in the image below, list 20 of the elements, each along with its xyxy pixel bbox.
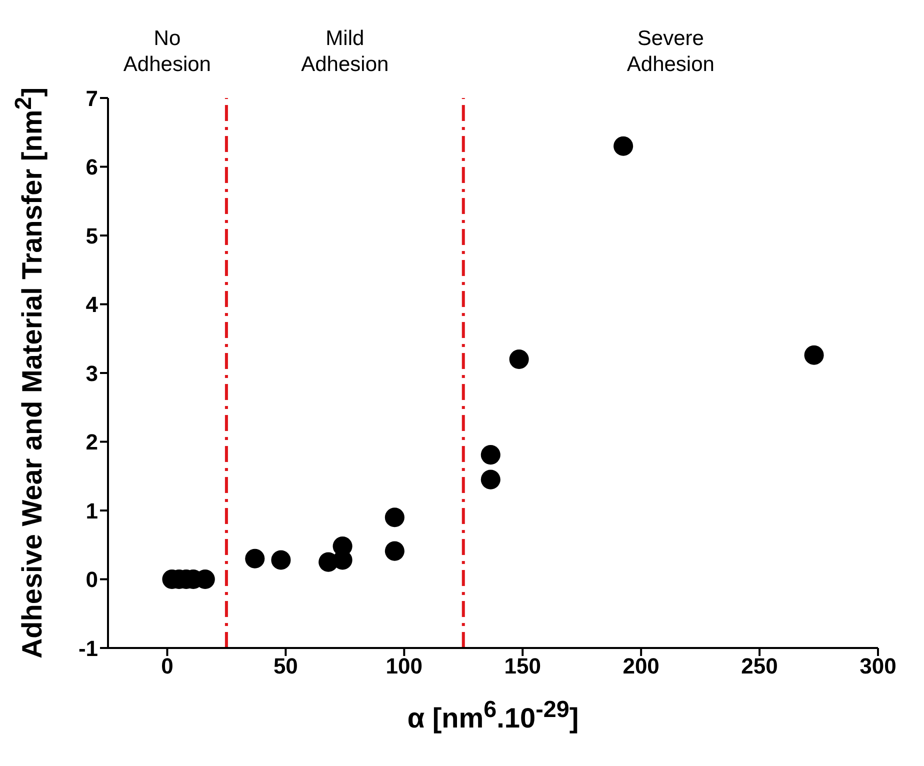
x-tick-label: 150	[504, 654, 541, 679]
y-tick-label: 6	[86, 154, 98, 180]
x-tick-label: 0	[161, 654, 174, 679]
y-tick-label: 7	[86, 86, 98, 111]
y-tick-label: 3	[86, 360, 98, 386]
y-tick-label: -1	[78, 636, 98, 661]
x-tick-label: 200	[622, 654, 660, 679]
x-tick-label: 100	[386, 654, 423, 679]
y-tick-label: 1	[86, 498, 98, 524]
y-tick-label: 4	[86, 292, 99, 318]
x-axis-title: α [nm$^{6}$.10$^{-29}$]	[406, 696, 580, 734]
y-tick-label: 5	[86, 223, 98, 248]
x-tick-label: 300	[860, 654, 896, 679]
text: Mild Adhesion	[300, 26, 390, 78]
x-tick-label: 50	[273, 654, 298, 679]
text: Severe Adhesion	[626, 26, 716, 78]
y-tick-label: 2	[86, 430, 98, 455]
x-tick-label: 250	[741, 654, 778, 679]
text: No Adhesion	[122, 26, 212, 78]
y-tick-label: 0	[86, 567, 98, 592]
